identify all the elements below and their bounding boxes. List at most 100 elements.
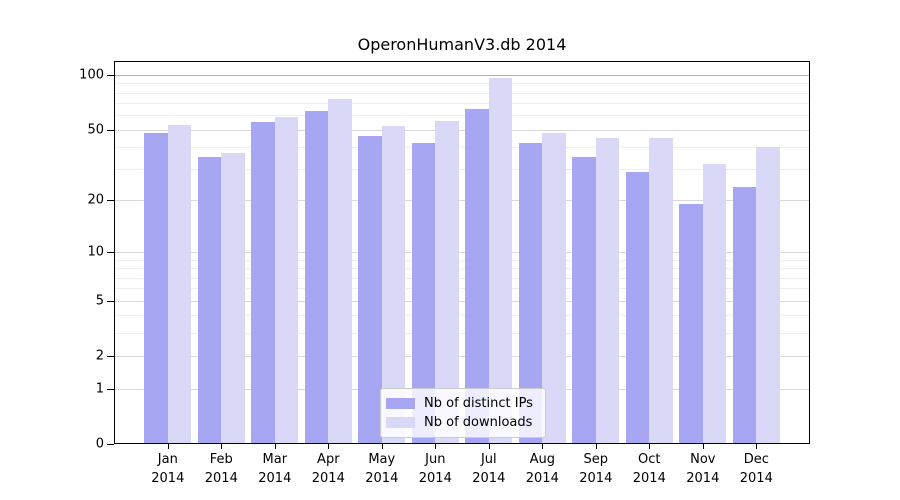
x-tick-label-jan: Jan 2014	[136, 451, 200, 489]
gridline-100	[115, 74, 809, 76]
y-tick-mark-50	[107, 129, 114, 131]
bar-downloads-apr	[328, 98, 352, 443]
x-tick-label-mar: Mar 2014	[243, 451, 307, 489]
x-tick-mark-jul	[488, 444, 490, 449]
x-tick-mark-jan	[167, 444, 169, 449]
x-tick-label-jun: Jun 2014	[403, 451, 467, 489]
x-tick-mark-apr	[328, 444, 330, 449]
bar-distinct-ips-may	[358, 136, 382, 443]
y-tick-mark-1	[107, 388, 114, 390]
gridline-minor-7	[115, 277, 809, 279]
y-tick-label-20: 20	[87, 192, 104, 208]
y-tick-mark-100	[107, 74, 114, 76]
y-tick-label-1: 1	[95, 381, 104, 396]
x-tick-month: Apr	[317, 452, 340, 467]
gridline-minor-30	[115, 169, 809, 171]
x-tick-year: 2014	[686, 470, 720, 486]
y-tick-mark-2	[107, 356, 114, 358]
y-tick-label-100: 100	[79, 67, 104, 83]
x-tick-label-sep: Sep 2014	[564, 451, 628, 489]
y-tick-label-0: 0	[95, 436, 104, 452]
x-tick-month: Dec	[743, 452, 769, 467]
gridline-2	[115, 356, 809, 358]
bar-downloads-nov	[702, 164, 727, 443]
bar-downloads-mar	[274, 116, 299, 443]
gridline-minor-6	[115, 288, 809, 290]
x-tick-year: 2014	[258, 470, 292, 486]
gridline-minor-80	[115, 92, 809, 94]
legend-label-downloads: Nb of downloads	[424, 415, 533, 430]
x-tick-year: 2014	[579, 470, 613, 486]
x-tick-year: 2014	[311, 470, 345, 486]
legend: Nb of distinct IPs Nb of downloads	[380, 388, 546, 438]
bar-downloads-jan	[167, 124, 192, 443]
bar-distinct-ips-mar	[251, 122, 275, 443]
x-tick-year: 2014	[472, 470, 506, 486]
y-tick-mark-5	[107, 300, 114, 302]
x-tick-year: 2014	[151, 470, 185, 486]
bar-distinct-ips-feb	[197, 157, 222, 443]
y-tick-mark-20	[107, 200, 114, 202]
bar-distinct-ips-jun	[411, 143, 436, 443]
x-tick-label-apr: Apr 2014	[296, 451, 360, 489]
bar-distinct-ips-sep	[572, 157, 596, 443]
x-tick-year: 2014	[739, 470, 773, 486]
gridline-minor-70	[115, 103, 809, 104]
x-tick-month: Feb	[209, 452, 233, 467]
legend-swatch-distinct-ips-icon	[386, 398, 415, 409]
bar-downloads-may	[381, 126, 406, 443]
x-tick-mark-sep	[595, 444, 597, 449]
legend-label-distinct-ips: Nb of distinct IPs	[424, 396, 533, 411]
x-tick-year: 2014	[418, 470, 452, 486]
x-tick-mark-oct	[649, 444, 651, 449]
x-tick-month: Jun	[425, 452, 446, 467]
x-tick-year: 2014	[525, 470, 559, 486]
x-tick-month: Mar	[262, 452, 288, 467]
bar-downloads-oct	[649, 137, 673, 443]
gridline-minor-8	[115, 268, 809, 270]
x-tick-month: Jul	[480, 452, 497, 467]
bar-downloads-sep	[595, 137, 620, 443]
x-tick-mark-mar	[274, 444, 276, 449]
bar-distinct-ips-jan	[144, 132, 168, 443]
x-tick-month: Aug	[529, 452, 555, 467]
gridline-minor-3	[115, 333, 809, 335]
gridline-50	[115, 129, 809, 131]
gridline-minor-90	[115, 83, 809, 85]
bar-distinct-ips-jul	[465, 108, 489, 443]
x-tick-label-nov: Nov 2014	[671, 451, 735, 489]
gridline-minor-60	[115, 115, 809, 117]
x-tick-month: Nov	[690, 452, 716, 467]
gridline-minor-9	[115, 259, 809, 261]
x-tick-year: 2014	[365, 470, 399, 486]
y-tick-mark-0	[107, 444, 114, 445]
gridline-10	[115, 252, 809, 254]
legend-item-distinct-ips: Nb of distinct IPs	[386, 396, 533, 411]
x-tick-label-may: May 2014	[350, 451, 414, 489]
x-tick-month: Oct	[638, 452, 661, 467]
x-tick-mark-may	[381, 444, 383, 449]
x-tick-month: Jan	[157, 452, 178, 467]
legend-swatch-downloads-icon	[386, 417, 415, 428]
bar-downloads-feb	[221, 153, 245, 443]
x-tick-mark-jun	[435, 444, 437, 449]
x-tick-month: May	[368, 452, 396, 467]
y-tick-label-5: 5	[95, 293, 104, 309]
plot-area	[114, 61, 810, 444]
x-tick-month: Sep	[583, 452, 609, 467]
x-tick-label-feb: Feb 2014	[189, 451, 253, 489]
gridline-minor-40	[115, 146, 809, 148]
chart-title: OperonHumanV3.db 2014	[357, 35, 567, 54]
gridline-minor-4	[115, 315, 809, 317]
bar-distinct-ips-oct	[625, 171, 650, 443]
bar-distinct-ips-nov	[679, 204, 703, 443]
bar-distinct-ips-aug	[518, 143, 543, 443]
y-tick-mark-10	[107, 252, 114, 254]
x-tick-mark-feb	[221, 444, 223, 449]
x-tick-label-dec: Dec 2014	[724, 451, 788, 489]
bar-distinct-ips-apr	[304, 111, 329, 443]
bar-downloads-jun	[435, 120, 459, 443]
x-tick-mark-dec	[756, 444, 758, 449]
x-tick-mark-aug	[542, 444, 544, 449]
